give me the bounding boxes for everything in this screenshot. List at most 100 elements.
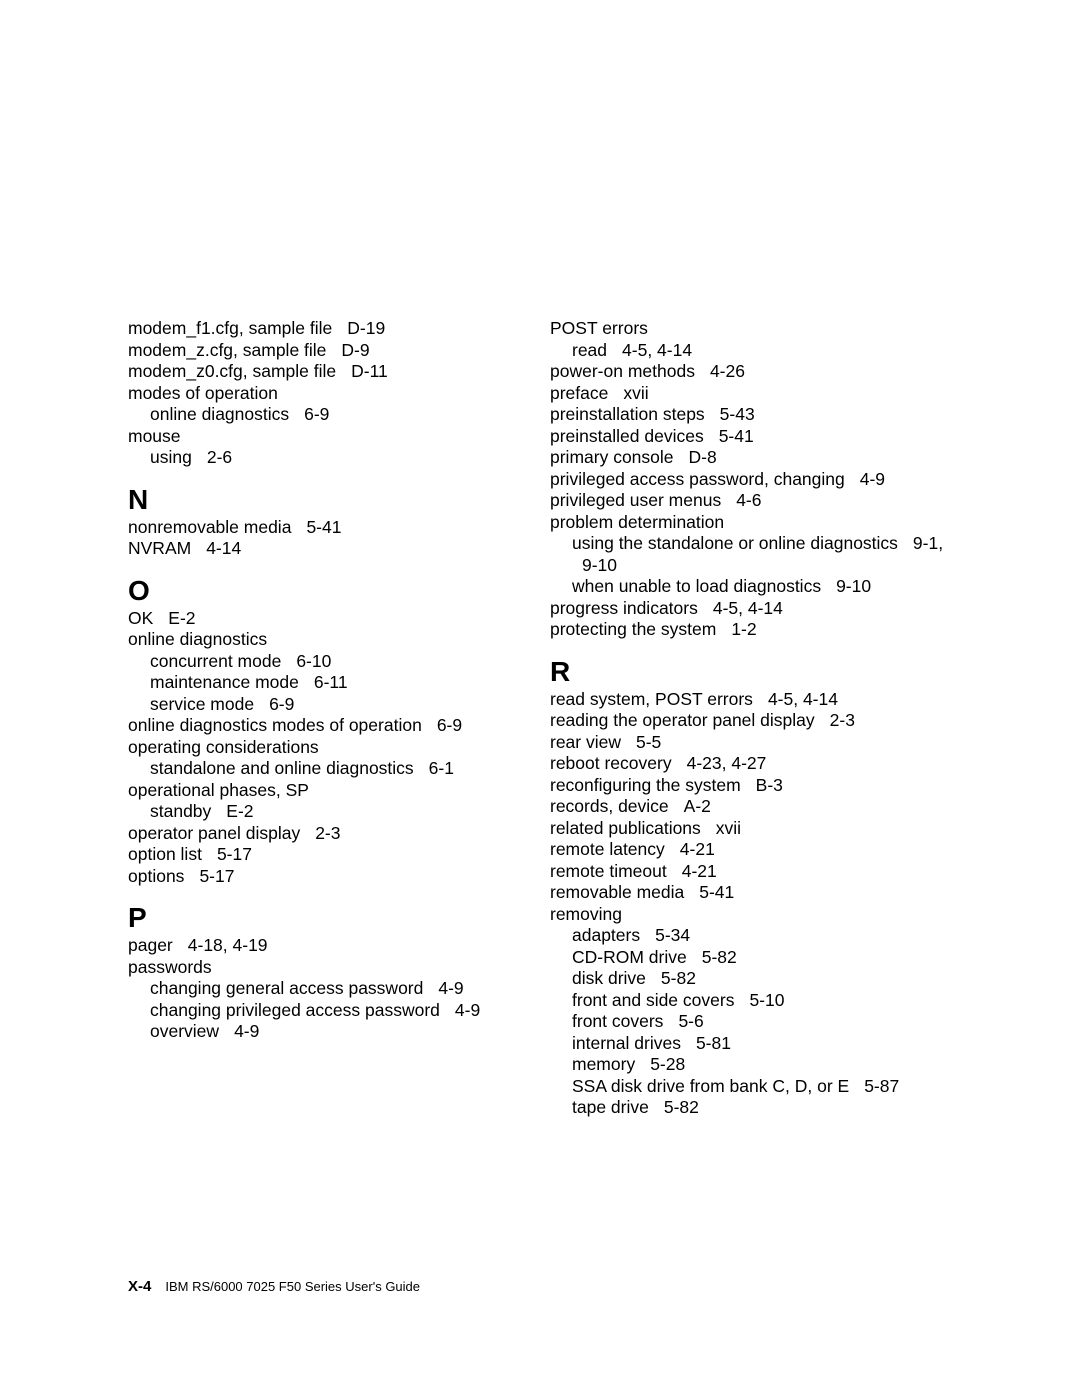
entry-text: read bbox=[572, 340, 607, 360]
index-page: modem_f1.cfg, sample file D-19 modem_z.cf… bbox=[128, 318, 952, 1119]
index-entry: reboot recovery 4-23, 4-27 bbox=[550, 753, 952, 775]
entry-pages: 6-11 bbox=[314, 672, 348, 692]
index-entry: passwords bbox=[128, 957, 530, 979]
entry-text: preface bbox=[550, 383, 608, 403]
entry-pages: D-9 bbox=[341, 340, 369, 360]
entry-pages: 5-17 bbox=[199, 866, 234, 886]
entry-pages: 4-21 bbox=[682, 861, 717, 881]
index-entry: POST errors bbox=[550, 318, 952, 340]
entry-pages: 5-82 bbox=[702, 947, 737, 967]
entry-text: removing bbox=[550, 904, 622, 924]
entry-text: pager bbox=[128, 935, 173, 955]
index-subentry: maintenance mode6-11 bbox=[138, 672, 530, 694]
entry-text: nonremovable media bbox=[128, 517, 291, 537]
index-entry: mouse bbox=[128, 426, 530, 448]
index-entry: primary consoleD-8 bbox=[550, 447, 952, 469]
index-entry: modes of operation bbox=[128, 383, 530, 405]
entry-pages: 2-6 bbox=[207, 447, 232, 467]
entry-pages: 4-18, 4-19 bbox=[188, 935, 268, 955]
entry-text: preinstalled devices bbox=[550, 426, 704, 446]
index-subentry: front and side covers5-10 bbox=[560, 990, 952, 1012]
entry-pages: 5-28 bbox=[650, 1054, 685, 1074]
index-entry: modem_z0.cfg, sample file D-11 bbox=[128, 361, 530, 383]
entry-text: memory bbox=[572, 1054, 635, 1074]
index-entry: privileged user menus4-6 bbox=[550, 490, 952, 512]
index-subentry: read 4-5, 4-14 bbox=[560, 340, 952, 362]
entry-text: changing general access password bbox=[150, 978, 423, 998]
section-heading-o: O bbox=[128, 576, 530, 606]
entry-text: privileged access password, changing bbox=[550, 469, 845, 489]
index-entry: reconfiguring the systemB-3 bbox=[550, 775, 952, 797]
entry-pages: 1-2 bbox=[731, 619, 756, 639]
entry-text: changing privileged access password bbox=[150, 1000, 440, 1020]
index-entry: progress indicators4-5, 4-14 bbox=[550, 598, 952, 620]
index-subentry: changing privileged access password 4-9 bbox=[138, 1000, 530, 1022]
index-entry: pager 4-18, 4-19 bbox=[128, 935, 530, 957]
entry-pages: 5-41 bbox=[306, 517, 341, 537]
entry-text: preinstallation steps bbox=[550, 404, 705, 424]
entry-text: rear view bbox=[550, 732, 621, 752]
entry-text: reboot recovery bbox=[550, 753, 672, 773]
index-entry: operating considerations bbox=[128, 737, 530, 759]
entry-pages: 4-23, 4-27 bbox=[687, 753, 767, 773]
entry-pages: 5-6 bbox=[678, 1011, 703, 1031]
entry-pages: 4-5, 4-14 bbox=[622, 340, 692, 360]
entry-pages: E-2 bbox=[226, 801, 253, 821]
entry-pages: 4-26 bbox=[710, 361, 745, 381]
entry-pages: 9-10 bbox=[836, 576, 871, 596]
index-entry: online diagnostics bbox=[128, 629, 530, 651]
entry-text: CD-ROM drive bbox=[572, 947, 687, 967]
entry-text: related publications bbox=[550, 818, 701, 838]
entry-text: options bbox=[128, 866, 184, 886]
index-subentry: overview4-9 bbox=[138, 1021, 530, 1043]
entry-text: POST errors bbox=[550, 318, 648, 338]
entry-pages: 5-81 bbox=[696, 1033, 731, 1053]
entry-pages: 5-5 bbox=[636, 732, 661, 752]
entry-text: operating considerations bbox=[128, 737, 319, 757]
entry-text: modem_z0.cfg, sample file bbox=[128, 361, 336, 381]
index-entry: preinstalled devices5-41 bbox=[550, 426, 952, 448]
index-subentry: internal drives5-81 bbox=[560, 1033, 952, 1055]
entry-text: adapters bbox=[572, 925, 640, 945]
entry-pages: 6-9 bbox=[269, 694, 294, 714]
entry-text: operator panel display bbox=[128, 823, 300, 843]
entry-text: read system, POST errors bbox=[550, 689, 753, 709]
entry-text: primary console bbox=[550, 447, 674, 467]
index-entry: power-on methods 4-26 bbox=[550, 361, 952, 383]
index-subentry: standbyE-2 bbox=[138, 801, 530, 823]
index-entry: protecting the system1-2 bbox=[550, 619, 952, 641]
entry-text: records, device bbox=[550, 796, 669, 816]
section-heading-p: P bbox=[128, 903, 530, 933]
entry-pages: 4-9 bbox=[455, 1000, 480, 1020]
entry-text: online diagnostics bbox=[150, 404, 289, 424]
entry-text: SSA disk drive from bank C, D, or E bbox=[572, 1076, 849, 1096]
entry-pages: A-2 bbox=[684, 796, 711, 816]
entry-pages: 4-6 bbox=[736, 490, 761, 510]
entry-pages: D-11 bbox=[351, 361, 388, 381]
index-entry: OKE-2 bbox=[128, 608, 530, 630]
index-subentry: when unable to load diagnostics 9-10 bbox=[560, 576, 952, 598]
index-subentry: online diagnostics6-9 bbox=[138, 404, 530, 426]
entry-text: NVRAM bbox=[128, 538, 191, 558]
entry-text: when unable to load diagnostics bbox=[572, 576, 821, 596]
page-footer: X-4IBM RS/6000 7025 F50 Series User's Gu… bbox=[128, 1278, 420, 1295]
entry-text: power-on methods bbox=[550, 361, 695, 381]
entry-pages: 5-17 bbox=[217, 844, 252, 864]
index-entry: operational phases, SP bbox=[128, 780, 530, 802]
index-entry: options 5-17 bbox=[128, 866, 530, 888]
index-entry: modem_z.cfg, sample fileD-9 bbox=[128, 340, 530, 362]
index-entry: remote latency4-21 bbox=[550, 839, 952, 861]
entry-pages: E-2 bbox=[168, 608, 195, 628]
entry-text: modem_f1.cfg, sample file bbox=[128, 318, 332, 338]
entry-text: using the standalone or online diagnosti… bbox=[572, 533, 898, 553]
index-subentry: memory 5-28 bbox=[560, 1054, 952, 1076]
index-subentry: service mode6-9 bbox=[138, 694, 530, 716]
entry-text: front covers bbox=[572, 1011, 663, 1031]
entry-pages: 5-82 bbox=[661, 968, 696, 988]
entry-pages: D-19 bbox=[347, 318, 385, 338]
section-heading-r: R bbox=[550, 657, 952, 687]
index-entry: related publicationsxvii bbox=[550, 818, 952, 840]
index-entry: privileged access password, changing4-9 bbox=[550, 469, 952, 491]
entry-pages: 5-10 bbox=[749, 990, 784, 1010]
entry-pages: 4-5, 4-14 bbox=[713, 598, 783, 618]
